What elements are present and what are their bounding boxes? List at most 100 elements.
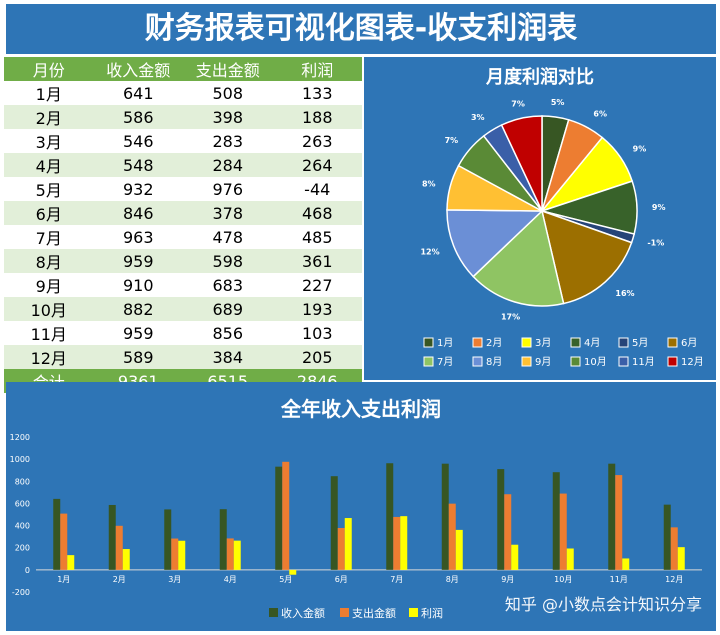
table-cell: 468 <box>272 201 362 225</box>
legend-swatch <box>618 356 629 367</box>
table-row: 9月 910 683 227 <box>4 273 362 297</box>
pie-slice-7 <box>472 209 565 307</box>
legend-label: 1月 <box>437 337 453 349</box>
pie-data-label: 9% <box>633 145 647 154</box>
x-tick-label: 1月 <box>57 575 70 584</box>
x-tick-label: 11月 <box>610 575 628 584</box>
legend-label: 4月 <box>584 337 600 349</box>
table-cell: 361 <box>272 249 362 273</box>
table-cell: 227 <box>272 273 362 297</box>
table-cell: 398 <box>183 105 273 129</box>
bar-3-5 <box>289 569 297 575</box>
bar-3-1 <box>67 555 75 570</box>
table-cell: 882 <box>93 297 183 321</box>
bar-chart-title: 全年收入支出利润 <box>280 397 441 421</box>
pie-data-label: 6% <box>593 110 607 119</box>
table-row: 10月 882 689 193 <box>4 297 362 321</box>
legend-swatch <box>340 608 349 617</box>
table-row: 1月 641 508 133 <box>4 81 362 105</box>
legend-swatch <box>521 356 532 367</box>
x-tick-label: 10月 <box>554 575 572 584</box>
bar-1-2 <box>108 504 116 570</box>
legend-swatch <box>521 337 532 348</box>
table-row: 6月 846 378 468 <box>4 201 362 225</box>
bar-1-1 <box>53 498 61 570</box>
pie-data-label: 7% <box>445 136 459 145</box>
table-cell: 1月 <box>4 81 94 105</box>
table-header-cell: 收入金额 <box>93 57 183 81</box>
table-row: 2月 586 398 188 <box>4 105 362 129</box>
table-cell: 5月 <box>4 177 94 201</box>
bar-1-3 <box>164 509 172 570</box>
bar-3-8 <box>455 529 463 570</box>
bar-2-1 <box>60 513 68 570</box>
table-cell: 478 <box>183 225 273 249</box>
table-cell: 8月 <box>4 249 94 273</box>
bar-3-4 <box>233 540 241 570</box>
bar-3-7 <box>400 516 408 570</box>
x-tick-label: 7月 <box>390 575 403 584</box>
bar-3-2 <box>122 549 130 570</box>
legend-swatch <box>570 337 581 348</box>
pie-data-label: 16% <box>615 289 634 298</box>
table-cell: 2月 <box>4 105 94 129</box>
table-row: 8月 959 598 361 <box>4 249 362 273</box>
table-cell: 384 <box>183 345 273 369</box>
table-cell: 963 <box>93 225 183 249</box>
pie-data-label: 9% <box>652 203 666 212</box>
table-cell: 378 <box>183 201 273 225</box>
bar-2-3 <box>171 538 179 570</box>
pie-data-label: 7% <box>511 100 525 109</box>
x-tick-label: 5月 <box>279 575 292 584</box>
legend-label: 10月 <box>584 356 607 368</box>
pie-data-label: -1% <box>647 239 664 248</box>
pie-data-label: 8% <box>422 179 436 188</box>
table-cell: 12月 <box>4 345 94 369</box>
table-cell: 485 <box>272 225 362 249</box>
legend-swatch <box>472 337 483 348</box>
legend-label: 3月 <box>535 337 551 349</box>
table-cell: 263 <box>272 129 362 153</box>
table-cell: 910 <box>93 273 183 297</box>
table-cell: 976 <box>183 177 273 201</box>
bar-2-8 <box>448 503 456 570</box>
table-row: 7月 963 478 485 <box>4 225 362 249</box>
x-tick-label: 8月 <box>446 575 459 584</box>
table-cell: 10月 <box>4 297 94 321</box>
pie-slice-8 <box>446 209 544 278</box>
bar-3-11 <box>622 558 630 570</box>
bar-3-6 <box>344 518 352 570</box>
y-tick-label: 400 <box>15 522 30 531</box>
legend-swatch <box>570 356 581 367</box>
table-cell: 546 <box>93 129 183 153</box>
legend-label: 支出金额 <box>352 606 396 620</box>
legend-swatch <box>667 356 678 367</box>
bar-1-11 <box>608 463 616 570</box>
bar-3-12 <box>677 547 685 570</box>
table-cell: 683 <box>183 273 273 297</box>
table-cell: 193 <box>272 297 362 321</box>
table-cell: 264 <box>272 153 362 177</box>
bar-1-7 <box>386 463 394 570</box>
table-row: 4月 548 284 264 <box>4 153 362 177</box>
x-tick-label: 2月 <box>113 575 126 584</box>
legend-label: 2月 <box>486 337 502 349</box>
table-cell: 959 <box>93 321 183 345</box>
table-cell: 103 <box>272 321 362 345</box>
legend-label: 8月 <box>486 356 502 368</box>
table-cell: 856 <box>183 321 273 345</box>
legend-swatch <box>667 337 678 348</box>
table-cell: 598 <box>183 249 273 273</box>
table-cell: 9月 <box>4 273 94 297</box>
table-cell: 689 <box>183 297 273 321</box>
data-table: 月份 收入金额 支出金额 利润 1月 641 508 133 2月 586 398 188 3月 546… <box>4 57 362 393</box>
table-cell: 641 <box>93 81 183 105</box>
y-tick-label: 0 <box>25 566 30 575</box>
table-cell: 284 <box>183 153 273 177</box>
legend-swatch <box>472 356 483 367</box>
bar-1-10 <box>552 472 560 570</box>
bar-2-7 <box>393 516 401 570</box>
table-cell: 959 <box>93 249 183 273</box>
table-header-row: 月份 收入金额 支出金额 利润 <box>4 57 362 81</box>
bar-2-10 <box>559 493 567 570</box>
